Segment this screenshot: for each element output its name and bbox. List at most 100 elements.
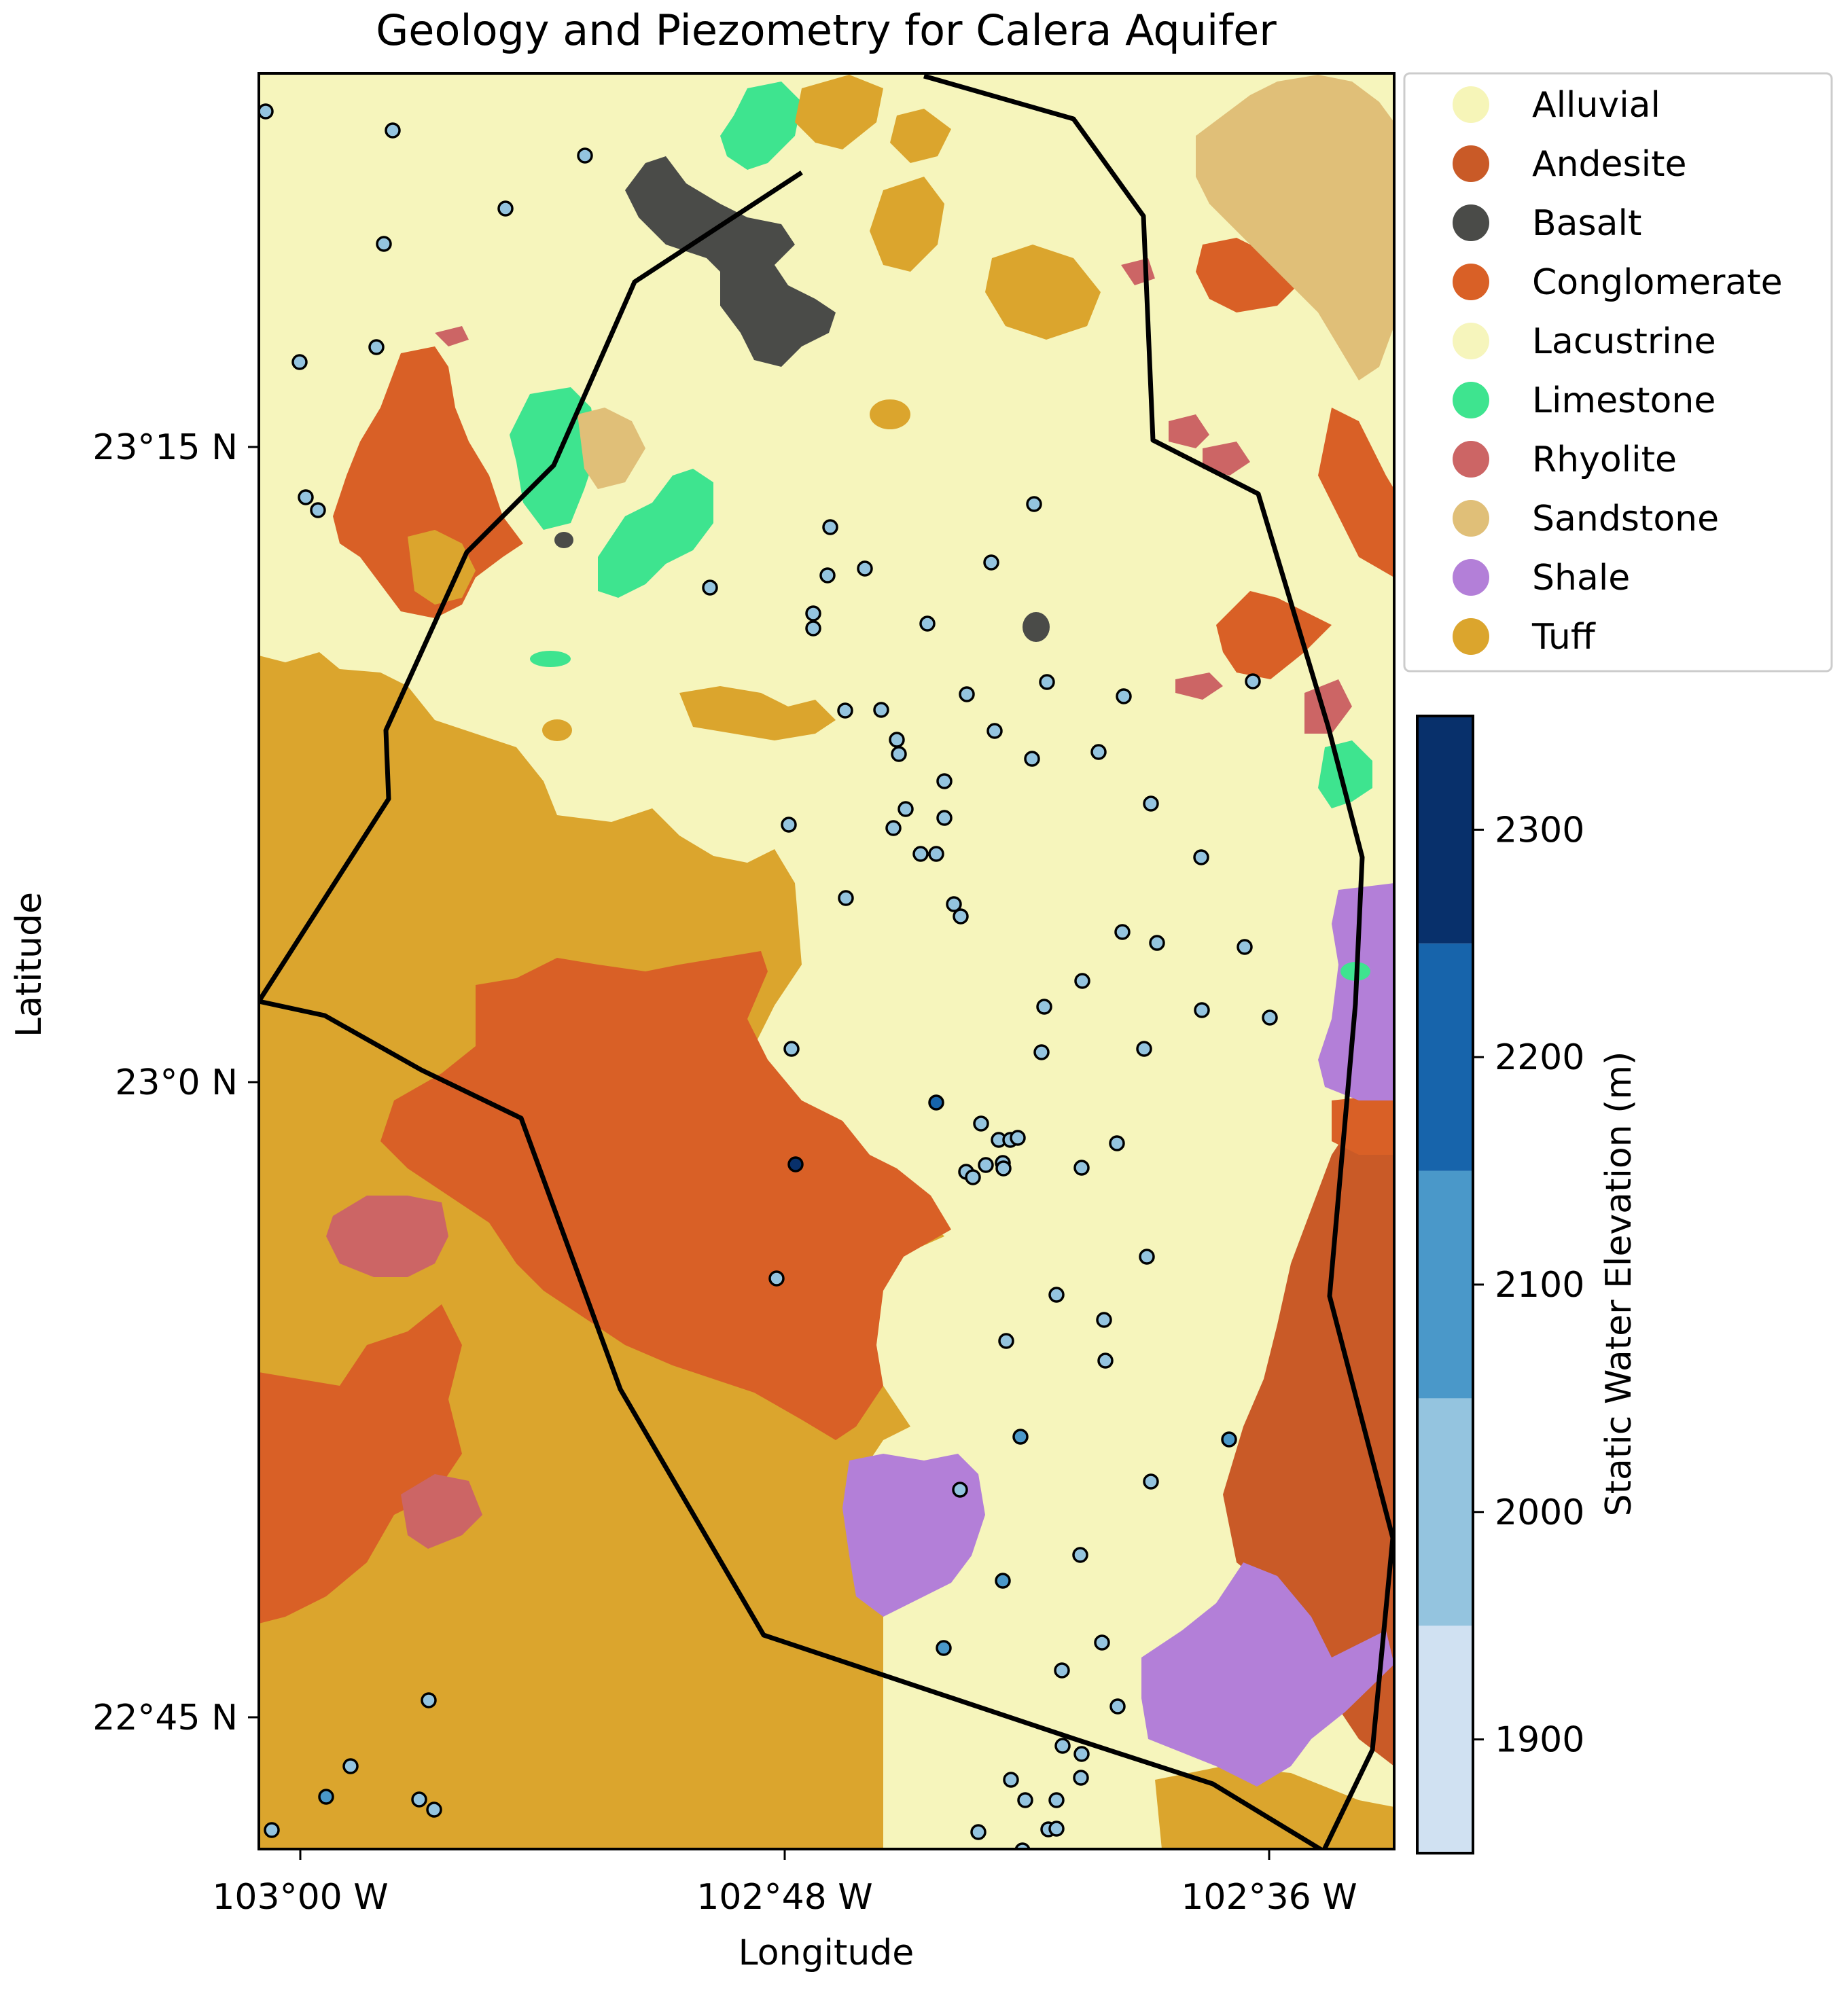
- legend-swatch-conglomerate: [1453, 264, 1489, 300]
- well-marker: [1136, 1041, 1152, 1057]
- well-marker: [936, 810, 953, 826]
- well-marker: [973, 1115, 989, 1132]
- well-marker: [919, 615, 936, 632]
- well-marker: [946, 896, 962, 912]
- well-marker: [912, 846, 929, 862]
- legend-label: Andesite: [1532, 144, 1686, 185]
- legend-swatch-limestone: [1453, 382, 1489, 418]
- legend-label: Rhyolite: [1532, 440, 1677, 480]
- well-marker: [385, 122, 401, 139]
- legend-swatch-tuff: [1453, 618, 1489, 655]
- limestone-small: [530, 651, 571, 667]
- legend-label: Tuff: [1531, 617, 1596, 658]
- well-markers: [259, 103, 1278, 1849]
- y-axis: 23°15 N 23°0 N 22°45 N Latitude: [9, 427, 259, 1738]
- legend-frame: [1403, 72, 1833, 673]
- limestone-northwest: [510, 387, 598, 530]
- well-marker: [1073, 1770, 1089, 1786]
- well-marker: [1026, 496, 1042, 512]
- legend-label: Basalt: [1532, 203, 1641, 244]
- legend-swatch-lacustrine: [1453, 323, 1489, 359]
- well-marker: [1048, 1821, 1065, 1837]
- well-marker: [953, 908, 969, 925]
- well-marker: [768, 1270, 785, 1287]
- legend-swatch-rhyolite: [1453, 441, 1489, 478]
- legend-label: Shale: [1532, 558, 1630, 598]
- sandstone-northwest: [578, 408, 645, 489]
- well-marker: [368, 339, 385, 355]
- well-marker: [838, 890, 854, 906]
- well-marker: [1074, 973, 1090, 989]
- colorbar-tick-label: 2300: [1495, 810, 1584, 850]
- y-tick-label: 23°0 N: [115, 1062, 238, 1103]
- tuff-blob-north: [870, 399, 910, 429]
- colorbar: 1900 2000 2100 2200 2300 Static Water Elevat…: [1416, 715, 1639, 1854]
- well-marker: [1143, 795, 1159, 812]
- well-marker: [1237, 939, 1253, 955]
- well-marker: [995, 1573, 1011, 1589]
- well-marker: [264, 1822, 280, 1838]
- basalt-center-spot: [1023, 612, 1050, 642]
- well-marker: [1139, 1249, 1155, 1265]
- well-marker: [873, 702, 889, 718]
- tuff-northwest-blob: [408, 530, 476, 605]
- well-marker: [987, 723, 1003, 739]
- well-marker: [1245, 673, 1261, 689]
- colorbar-tick-label: 1900: [1495, 1720, 1584, 1761]
- conglomerate-east-north: [1318, 408, 1394, 577]
- well-marker: [1073, 1160, 1090, 1176]
- well-marker: [376, 236, 392, 252]
- aquifer-boundary: [259, 73, 1394, 1849]
- shale-southeast: [1141, 1562, 1394, 1787]
- y-tick-label: 22°45 N: [92, 1698, 238, 1738]
- well-marker: [1054, 1662, 1070, 1679]
- andesite-east: [1223, 1114, 1394, 1766]
- x-tick-label: 102°36 W: [1181, 1877, 1357, 1918]
- well-marker: [1012, 1429, 1029, 1445]
- tuff-north-patch: [795, 75, 883, 149]
- colorbar-bin: [1417, 1170, 1473, 1399]
- tuff-north-strip: [890, 109, 951, 163]
- conglomerate-southwest: [259, 1304, 462, 1624]
- y-tick-label: 23°15 N: [92, 427, 238, 468]
- well-marker: [1262, 1009, 1278, 1026]
- colorbar-tick-label: 2000: [1495, 1492, 1584, 1533]
- well-marker: [1036, 999, 1052, 1015]
- well-marker: [952, 1482, 968, 1498]
- well-marker: [1048, 1792, 1065, 1808]
- limestone-north: [720, 82, 802, 170]
- colorbar-tick-label: 2200: [1495, 1037, 1584, 1078]
- map-frame: [257, 72, 1396, 1850]
- well-marker: [781, 817, 797, 833]
- well-marker: [819, 567, 836, 584]
- well-marker: [805, 620, 821, 637]
- well-marker: [411, 1791, 427, 1808]
- well-marker: [995, 1160, 1012, 1177]
- well-marker: [426, 1802, 442, 1818]
- colorbar-bin: [1417, 943, 1473, 1171]
- well-marker: [1094, 1634, 1110, 1651]
- well-marker: [1003, 1772, 1019, 1788]
- well-marker: [1116, 688, 1132, 704]
- legend: Alluvial Andesite Basalt Conglomerate Lacust…: [1403, 72, 1833, 673]
- well-marker: [1109, 1698, 1126, 1715]
- legend-swatch-sandstone: [1453, 500, 1489, 537]
- x-axis-label: Longitude: [739, 1933, 914, 1973]
- y-axis-label: Latitude: [9, 892, 50, 1037]
- well-marker: [928, 846, 944, 862]
- tuff-northeast-patch: [985, 245, 1101, 340]
- legend-label: Conglomerate: [1532, 262, 1783, 303]
- legend-swatch-andesite: [1453, 145, 1489, 182]
- well-marker: [837, 702, 853, 719]
- well-marker: [1193, 849, 1209, 865]
- well-marker: [805, 605, 821, 622]
- well-marker: [1143, 1473, 1159, 1490]
- tuff-central-band: [679, 686, 836, 740]
- well-marker: [1010, 1130, 1026, 1146]
- well-marker: [822, 519, 838, 535]
- well-marker: [787, 1156, 804, 1172]
- colorbar-bin: [1417, 716, 1473, 944]
- legend-label: Lacustrine: [1532, 321, 1716, 362]
- well-marker: [936, 773, 953, 789]
- legend-label: Limestone: [1532, 380, 1716, 421]
